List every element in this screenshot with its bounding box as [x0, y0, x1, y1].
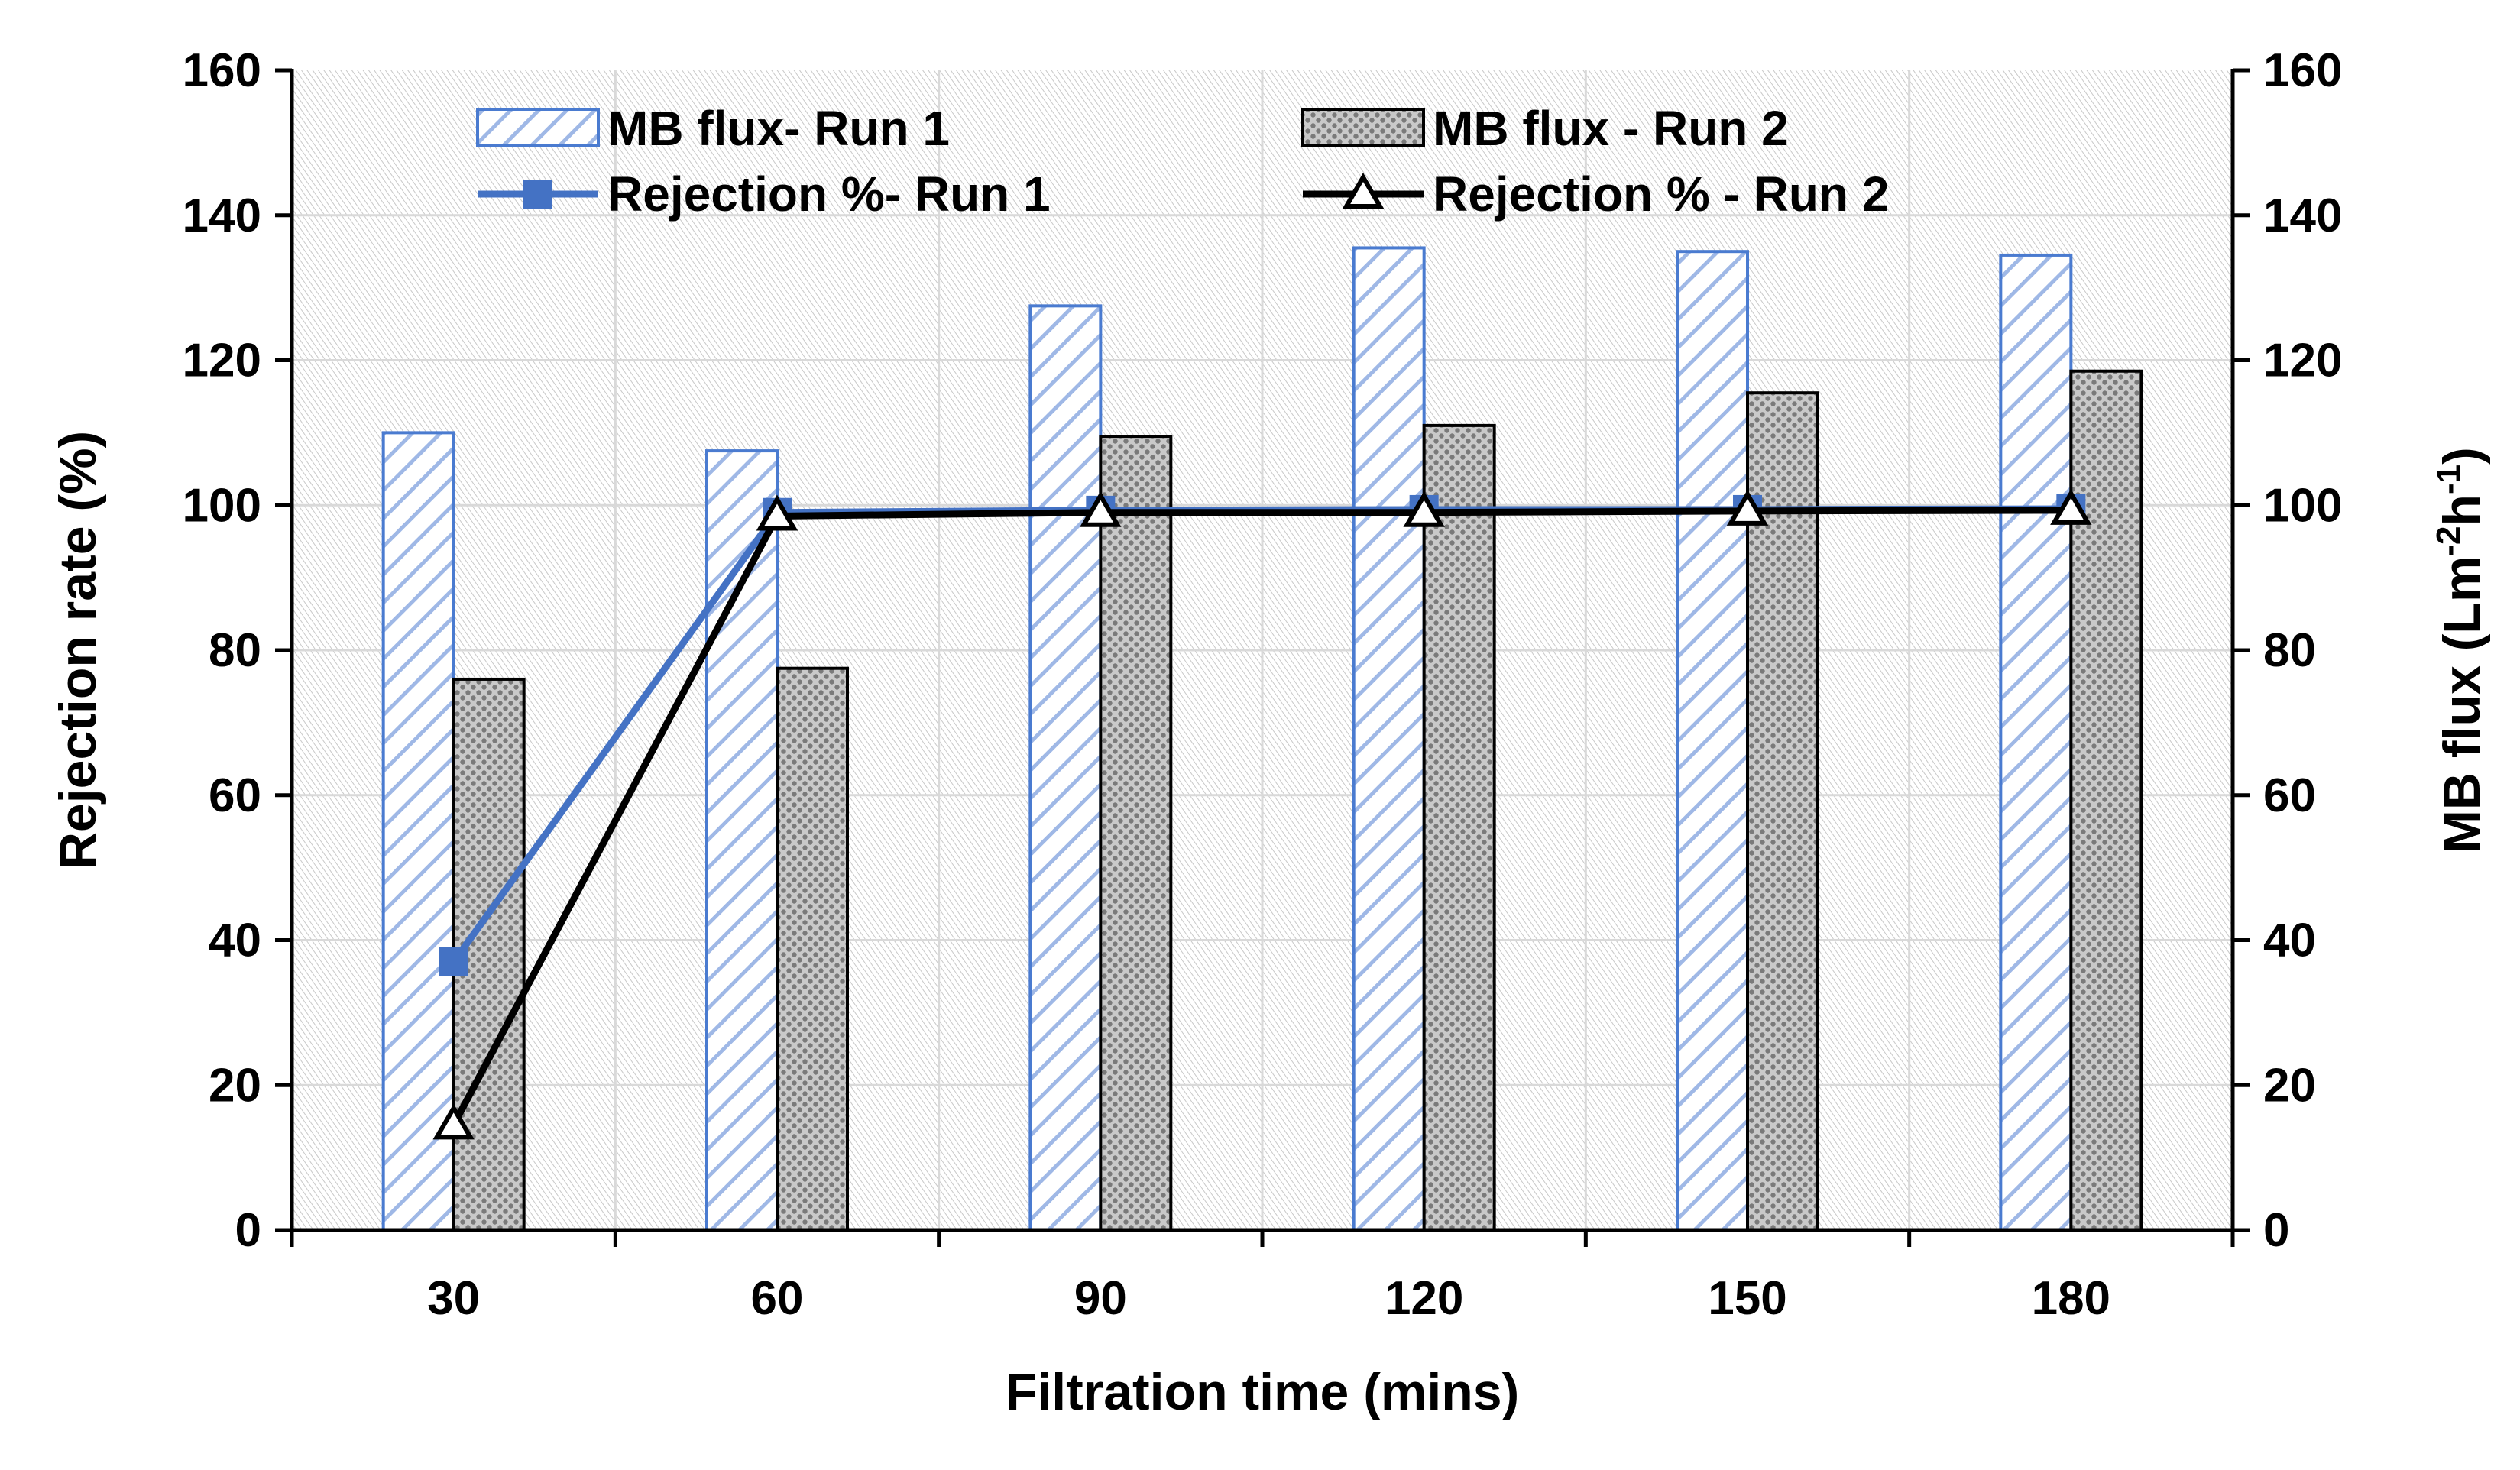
y2-tick-label-140: 140 — [2263, 189, 2342, 242]
x-tick-label-90: 90 — [1074, 1272, 1127, 1325]
y-tick-label-140: 140 — [183, 189, 261, 242]
bar-flux-run2-60 — [776, 666, 849, 1232]
marker-rejection-run2-90 — [1080, 491, 1122, 527]
x-tick-label-30: 30 — [427, 1272, 480, 1325]
marker-rejection-run2-120 — [1403, 491, 1445, 527]
axes-layer — [275, 68, 2250, 1247]
bar-flux-run1-60 — [705, 449, 779, 1232]
y2-tick-label-40: 40 — [2263, 915, 2316, 967]
y-tick-label-0: 0 — [235, 1204, 261, 1257]
bar-flux-run1-120 — [1352, 246, 1426, 1232]
y2-title-sup2: -1 — [2430, 465, 2467, 494]
y2-tick-label-60: 60 — [2263, 769, 2316, 822]
legend-label-flux-run2: MB flux - Run 2 — [1433, 101, 1789, 156]
legend: MB flux- Run 1 MB flux - Run 2 Rejection… — [476, 101, 1889, 222]
y2-title-main: MB flux (Lm — [2433, 556, 2491, 853]
y-tick-label-120: 120 — [183, 335, 261, 387]
bar-flux-run1-30 — [381, 431, 455, 1232]
x-tick-label-150: 150 — [1708, 1272, 1786, 1325]
tick-labels: 0 20 40 60 80 100 120 140 160 0 20 40 60 80 100 120 140 1… — [183, 44, 2343, 1325]
bar-flux-run2-120 — [1422, 423, 1496, 1232]
y2-axis-title: MB flux (Lm-2h-1) — [2430, 447, 2491, 853]
y-tick-label-20: 20 — [209, 1059, 261, 1112]
y2-title-sup1: -2 — [2430, 526, 2467, 556]
y-tick-label-60: 60 — [209, 769, 261, 822]
x-tick-label-120: 120 — [1385, 1272, 1463, 1325]
gridlines — [292, 70, 2233, 1230]
bar-flux-run1-180 — [1999, 253, 2073, 1232]
marker-rejection-run1-30 — [439, 947, 468, 976]
marker-rejection-run2-30 — [432, 1103, 475, 1140]
y2-tick-label-0: 0 — [2263, 1204, 2289, 1257]
x-tick-label-180: 180 — [2032, 1272, 2110, 1325]
x-axis-title: Filtration time (mins) — [1006, 1363, 1519, 1421]
line-rejection-run2 — [450, 507, 2071, 1127]
bars-layer — [381, 246, 2143, 1232]
marker-rejection-run2-180 — [2050, 488, 2092, 525]
marker-rejection-run2-150 — [1726, 489, 1769, 526]
lines-layer — [432, 488, 2092, 1140]
legend-label-rejection-run2: Rejection % - Run 2 — [1433, 167, 1889, 222]
bar-flux-run2-150 — [1746, 391, 1819, 1232]
y2-title-mid: h — [2433, 494, 2491, 526]
bar-flux-run1-150 — [1676, 250, 1749, 1232]
y2-tick-label-120: 120 — [2263, 335, 2342, 387]
x-tick-label-60: 60 — [751, 1272, 804, 1325]
y2-tick-label-20: 20 — [2263, 1059, 2316, 1112]
legend-label-flux-run1: MB flux- Run 1 — [607, 101, 950, 156]
legend-marker-rejection-run1 — [523, 180, 552, 209]
y-tick-label-100: 100 — [183, 479, 261, 532]
legend-label-rejection-run1: Rejection %- Run 1 — [607, 167, 1051, 222]
marker-rejection-run2-60 — [756, 494, 798, 531]
y-tick-label-40: 40 — [209, 915, 261, 967]
y-axis-title: Rejection rate (%) — [49, 431, 107, 869]
y2-tick-label-80: 80 — [2263, 624, 2316, 677]
bar-flux-run1-90 — [1028, 304, 1103, 1232]
y-tick-label-160: 160 — [183, 44, 261, 97]
bar-flux-run2-90 — [1099, 435, 1173, 1232]
y-tick-label-80: 80 — [209, 624, 261, 677]
legend-marker-rejection-run2 — [1342, 173, 1385, 209]
y2-title-end: ) — [2433, 447, 2491, 465]
y2-tick-label-160: 160 — [2263, 44, 2342, 97]
legend-swatch-flux-run1 — [476, 108, 600, 147]
legend-swatch-flux-run2 — [1301, 108, 1425, 147]
y2-tick-label-100: 100 — [2263, 479, 2342, 532]
